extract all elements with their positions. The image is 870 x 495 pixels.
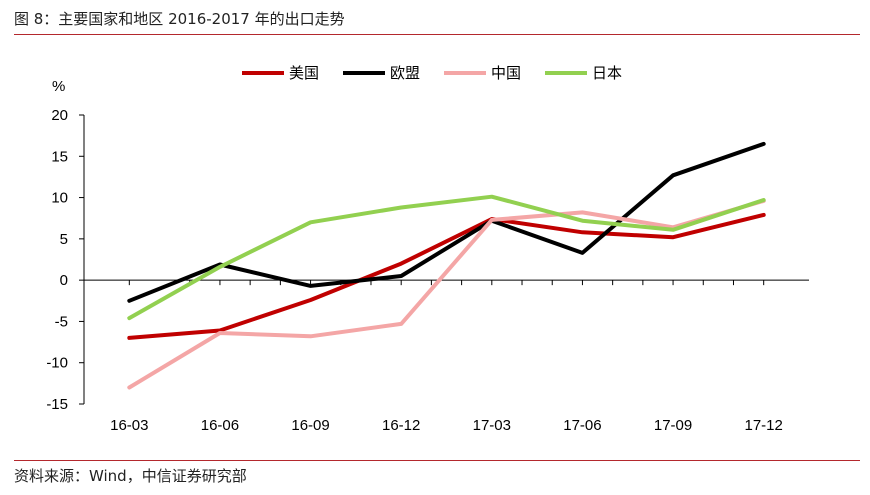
y-tick-label: -5 [55, 313, 68, 330]
legend-label-0: 美国 [289, 65, 319, 82]
legend-item-3: 日本 [545, 65, 622, 82]
series-lines [127, 141, 766, 390]
x-axis: 16-03 16-06 16-09 16-12 17-03 17-06 17-09 17-12 [84, 279, 809, 434]
y-tick-label: 0 [60, 272, 68, 289]
legend-item-2: 中国 [444, 65, 521, 82]
y-axis-unit-label: % [52, 78, 65, 95]
y-axis: -15 -10 -5 0 5 10 15 20 [46, 107, 85, 413]
legend-item-0: 美国 [242, 65, 319, 82]
y-tick-label: -10 [46, 355, 68, 372]
x-tick-label: 17-06 [563, 417, 601, 434]
series-line-2 [127, 198, 766, 390]
source-divider [14, 460, 860, 461]
x-tick-label: 16-06 [201, 417, 239, 434]
series-line-3 [127, 194, 766, 321]
y-tick-label: 10 [51, 190, 68, 207]
title-divider [14, 34, 860, 35]
figure-title: 图 8：主要国家和地区 2016-2017 年的出口走势 [14, 10, 345, 28]
legend: 美国 欧盟 中国 日本 [242, 65, 622, 82]
series-line-0 [127, 212, 766, 340]
legend-item-1: 欧盟 [343, 65, 420, 82]
legend-label-1: 欧盟 [390, 65, 420, 82]
x-tick-label: 16-09 [291, 417, 329, 434]
y-tick-label: 5 [60, 231, 68, 248]
x-tick-label: 17-09 [654, 417, 692, 434]
x-tick-label: 17-03 [473, 417, 511, 434]
x-tick-label: 17-12 [745, 417, 783, 434]
y-tick-label: -15 [46, 396, 68, 413]
x-tick-label: 16-12 [382, 417, 420, 434]
legend-label-3: 日本 [592, 65, 622, 82]
y-tick-label: 15 [51, 148, 68, 165]
legend-label-2: 中国 [491, 65, 521, 82]
source-note: 资料来源：Wind，中信证券研究部 [14, 467, 247, 485]
x-tick-label: 16-03 [110, 417, 148, 434]
series-line-1 [127, 141, 766, 303]
y-tick-label: 20 [51, 107, 68, 124]
